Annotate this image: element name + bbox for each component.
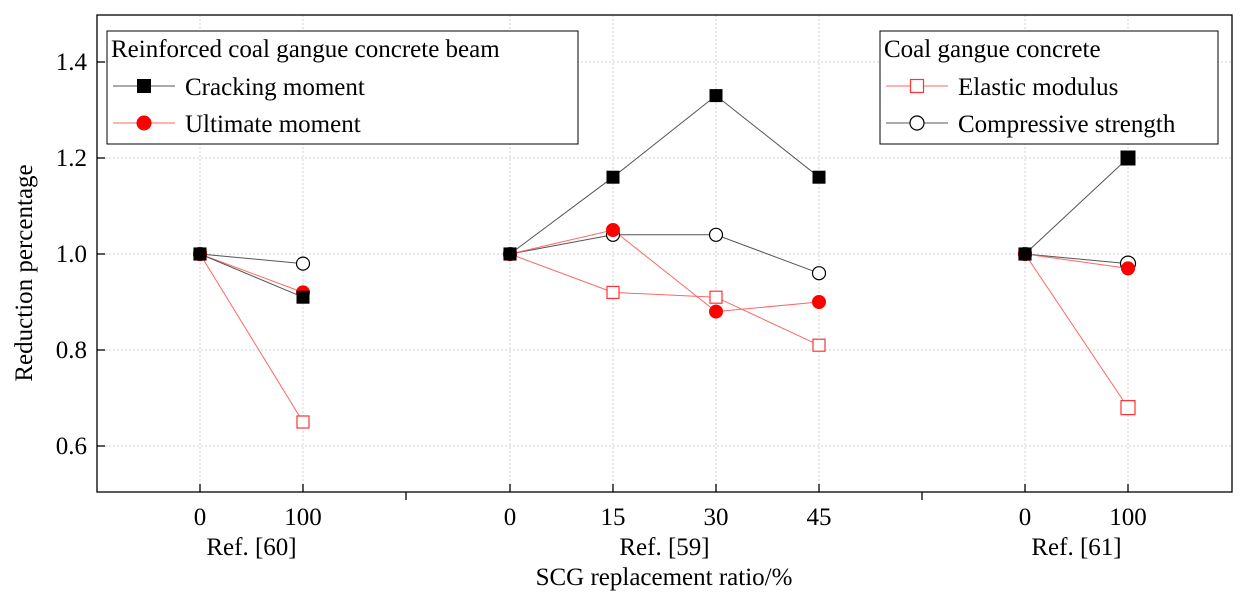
- group-label: Ref. [60]: [206, 534, 296, 561]
- legend-title: Coal gangue concrete: [884, 36, 1101, 63]
- y-axis: 0.6 0.8 1.0 1.2 1.4: [56, 49, 105, 460]
- x-axis: 0 100 Ref. [60] 0 15 30 45 Ref. [59] 0 100 Ref. [6…: [194, 484, 1147, 561]
- series-lines: [199, 94, 1129, 423]
- x-tick-label: 100: [1109, 504, 1147, 531]
- x-tick-label: 0: [504, 504, 517, 531]
- cracking-marker: [503, 247, 517, 261]
- y-tick-label: 1.0: [56, 241, 87, 268]
- y-tick-label: 0.8: [56, 337, 87, 364]
- y-tick-label: 1.4: [56, 49, 88, 76]
- ultimate-marker: [606, 223, 620, 237]
- elastic-marker: [1120, 400, 1136, 416]
- compressive-marker: [909, 115, 925, 131]
- cracking-marker: [1018, 247, 1032, 261]
- ultimate-marker: [1121, 261, 1135, 276]
- elastic-marker: [909, 78, 925, 94]
- legend-box: [879, 30, 1219, 145]
- legends: Reinforced coal gangue concrete beam Crac…: [106, 30, 1219, 145]
- x-axis-label: SCG replacement ratio/%: [536, 564, 793, 591]
- x-tick-label: 45: [807, 504, 832, 531]
- ultimate-marker: [812, 295, 826, 309]
- cracking-marker: [606, 170, 620, 184]
- elastic-line: [199, 253, 304, 423]
- y-tick-label: 0.6: [56, 433, 87, 460]
- x-tick-label: 0: [1019, 504, 1032, 531]
- y-tick-label: 1.2: [56, 145, 87, 172]
- cracking-marker: [193, 247, 207, 261]
- legend-label: Elastic modulus: [958, 74, 1118, 101]
- legend-title: Reinforced coal gangue concrete beam: [111, 36, 500, 63]
- legend-box: [106, 30, 579, 145]
- ultimate-marker: [709, 304, 723, 319]
- compressive-marker: [295, 256, 311, 271]
- compressive-line: [1024, 253, 1129, 265]
- cracking-marker: [709, 89, 723, 103]
- ultimate-line: [1024, 253, 1129, 269]
- compressive-line: [509, 234, 820, 274]
- x-tick-label: 30: [704, 504, 729, 531]
- legend-label: Ultimate moment: [185, 111, 361, 138]
- group-label: Ref. [61]: [1031, 534, 1121, 561]
- legend-label: Cracking moment: [185, 74, 365, 101]
- series-markers: [192, 89, 1137, 429]
- compressive-marker: [811, 266, 827, 281]
- elastic-marker: [606, 285, 620, 299]
- cracking-marker: [137, 79, 151, 93]
- ultimate-marker: [136, 115, 152, 131]
- ultimate-line: [199, 253, 304, 293]
- elastic-marker: [296, 415, 310, 429]
- cracking-marker: [296, 290, 310, 304]
- compressive-line: [199, 253, 304, 265]
- cracking-line: [509, 94, 820, 255]
- group-label: Ref. [59]: [619, 534, 709, 561]
- cracking-line: [199, 253, 304, 298]
- compressive-marker: [708, 227, 724, 242]
- cracking-line: [1024, 157, 1129, 255]
- x-tick-label: 15: [601, 504, 626, 531]
- y-axis-label: Reduction percentage: [11, 164, 38, 381]
- elastic-line: [509, 253, 820, 346]
- cracking-marker: [1120, 150, 1136, 166]
- elastic-marker: [812, 338, 826, 352]
- cracking-marker: [812, 170, 826, 184]
- x-tick-label: 0: [194, 504, 207, 531]
- legend-label: Compressive strength: [958, 111, 1176, 138]
- elastic-line: [1024, 253, 1129, 408]
- ultimate-line: [509, 229, 820, 313]
- elastic-marker: [709, 290, 723, 304]
- x-tick-label: 100: [284, 504, 322, 531]
